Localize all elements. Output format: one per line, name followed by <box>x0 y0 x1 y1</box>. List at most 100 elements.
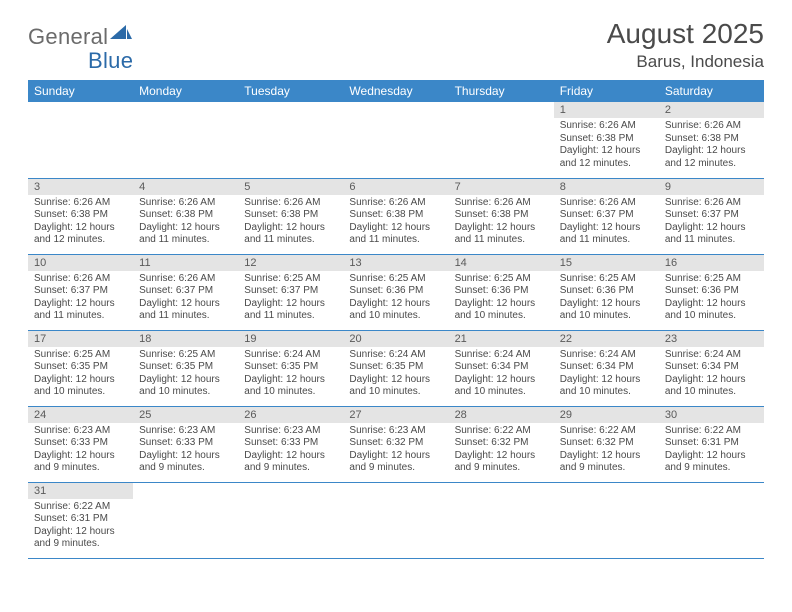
day-number: 1 <box>554 102 659 118</box>
weekday-header: Thursday <box>449 80 554 102</box>
calendar-cell: 11Sunrise: 6:26 AMSunset: 6:37 PMDayligh… <box>133 254 238 330</box>
calendar-cell: 5Sunrise: 6:26 AMSunset: 6:38 PMDaylight… <box>238 178 343 254</box>
weekday-header: Wednesday <box>343 80 448 102</box>
calendar-cell: 14Sunrise: 6:25 AMSunset: 6:36 PMDayligh… <box>449 254 554 330</box>
calendar-cell: 26Sunrise: 6:23 AMSunset: 6:33 PMDayligh… <box>238 406 343 482</box>
calendar-cell: 31Sunrise: 6:22 AMSunset: 6:31 PMDayligh… <box>28 482 133 558</box>
calendar-cell: 20Sunrise: 6:24 AMSunset: 6:35 PMDayligh… <box>343 330 448 406</box>
day-body: Sunrise: 6:26 AMSunset: 6:37 PMDaylight:… <box>28 271 133 327</box>
calendar-cell: 24Sunrise: 6:23 AMSunset: 6:33 PMDayligh… <box>28 406 133 482</box>
calendar-cell: 23Sunrise: 6:24 AMSunset: 6:34 PMDayligh… <box>659 330 764 406</box>
day-body: Sunrise: 6:22 AMSunset: 6:32 PMDaylight:… <box>449 423 554 479</box>
weekday-header: Saturday <box>659 80 764 102</box>
day-number: 28 <box>449 407 554 423</box>
day-body: Sunrise: 6:25 AMSunset: 6:35 PMDaylight:… <box>133 347 238 403</box>
day-number: 19 <box>238 331 343 347</box>
day-number: 26 <box>238 407 343 423</box>
day-body: Sunrise: 6:26 AMSunset: 6:37 PMDaylight:… <box>554 195 659 251</box>
day-number: 27 <box>343 407 448 423</box>
calendar-cell: 9Sunrise: 6:26 AMSunset: 6:37 PMDaylight… <box>659 178 764 254</box>
calendar-cell: 27Sunrise: 6:23 AMSunset: 6:32 PMDayligh… <box>343 406 448 482</box>
calendar-cell: 6Sunrise: 6:26 AMSunset: 6:38 PMDaylight… <box>343 178 448 254</box>
day-number: 20 <box>343 331 448 347</box>
day-number: 13 <box>343 255 448 271</box>
calendar-cell: 16Sunrise: 6:25 AMSunset: 6:36 PMDayligh… <box>659 254 764 330</box>
calendar-cell: 4Sunrise: 6:26 AMSunset: 6:38 PMDaylight… <box>133 178 238 254</box>
day-body: Sunrise: 6:25 AMSunset: 6:36 PMDaylight:… <box>554 271 659 327</box>
weekday-header: Tuesday <box>238 80 343 102</box>
day-body: Sunrise: 6:26 AMSunset: 6:38 PMDaylight:… <box>554 118 659 174</box>
calendar-cell: 2Sunrise: 6:26 AMSunset: 6:38 PMDaylight… <box>659 102 764 178</box>
calendar-cell-empty <box>133 102 238 178</box>
calendar-cell-empty <box>449 102 554 178</box>
day-number: 29 <box>554 407 659 423</box>
day-number: 10 <box>28 255 133 271</box>
day-body: Sunrise: 6:26 AMSunset: 6:38 PMDaylight:… <box>133 195 238 251</box>
logo: General <box>28 24 132 50</box>
day-body: Sunrise: 6:23 AMSunset: 6:32 PMDaylight:… <box>343 423 448 479</box>
calendar-cell-empty <box>659 482 764 558</box>
day-number: 6 <box>343 179 448 195</box>
day-number: 17 <box>28 331 133 347</box>
calendar-cell: 15Sunrise: 6:25 AMSunset: 6:36 PMDayligh… <box>554 254 659 330</box>
day-body: Sunrise: 6:24 AMSunset: 6:35 PMDaylight:… <box>238 347 343 403</box>
day-number: 24 <box>28 407 133 423</box>
day-body: Sunrise: 6:24 AMSunset: 6:34 PMDaylight:… <box>449 347 554 403</box>
day-body: Sunrise: 6:25 AMSunset: 6:36 PMDaylight:… <box>449 271 554 327</box>
day-number: 8 <box>554 179 659 195</box>
day-number: 15 <box>554 255 659 271</box>
day-body: Sunrise: 6:26 AMSunset: 6:38 PMDaylight:… <box>343 195 448 251</box>
calendar-cell: 25Sunrise: 6:23 AMSunset: 6:33 PMDayligh… <box>133 406 238 482</box>
day-body: Sunrise: 6:26 AMSunset: 6:38 PMDaylight:… <box>659 118 764 174</box>
day-body: Sunrise: 6:26 AMSunset: 6:38 PMDaylight:… <box>449 195 554 251</box>
day-number: 4 <box>133 179 238 195</box>
day-number: 16 <box>659 255 764 271</box>
month-title: August 2025 <box>607 18 764 50</box>
day-body: Sunrise: 6:24 AMSunset: 6:34 PMDaylight:… <box>659 347 764 403</box>
calendar-header-row: SundayMondayTuesdayWednesdayThursdayFrid… <box>28 80 764 102</box>
day-number: 31 <box>28 483 133 499</box>
calendar-cell: 29Sunrise: 6:22 AMSunset: 6:32 PMDayligh… <box>554 406 659 482</box>
day-number: 11 <box>133 255 238 271</box>
calendar-cell-empty <box>28 102 133 178</box>
calendar-cell-empty <box>343 482 448 558</box>
day-body: Sunrise: 6:22 AMSunset: 6:31 PMDaylight:… <box>659 423 764 479</box>
day-number: 23 <box>659 331 764 347</box>
day-body: Sunrise: 6:23 AMSunset: 6:33 PMDaylight:… <box>238 423 343 479</box>
calendar-cell: 8Sunrise: 6:26 AMSunset: 6:37 PMDaylight… <box>554 178 659 254</box>
calendar-cell-empty <box>238 102 343 178</box>
day-number: 12 <box>238 255 343 271</box>
weekday-header: Friday <box>554 80 659 102</box>
day-body: Sunrise: 6:25 AMSunset: 6:37 PMDaylight:… <box>238 271 343 327</box>
logo-sail-icon <box>110 25 132 43</box>
day-number: 22 <box>554 331 659 347</box>
logo-text-blue: Blue <box>88 48 133 73</box>
day-number: 5 <box>238 179 343 195</box>
day-body: Sunrise: 6:24 AMSunset: 6:35 PMDaylight:… <box>343 347 448 403</box>
day-body: Sunrise: 6:23 AMSunset: 6:33 PMDaylight:… <box>133 423 238 479</box>
day-body: Sunrise: 6:26 AMSunset: 6:38 PMDaylight:… <box>238 195 343 251</box>
day-number: 2 <box>659 102 764 118</box>
calendar-cell: 21Sunrise: 6:24 AMSunset: 6:34 PMDayligh… <box>449 330 554 406</box>
calendar-cell: 19Sunrise: 6:24 AMSunset: 6:35 PMDayligh… <box>238 330 343 406</box>
calendar-cell-empty <box>449 482 554 558</box>
calendar-cell: 28Sunrise: 6:22 AMSunset: 6:32 PMDayligh… <box>449 406 554 482</box>
calendar-cell-empty <box>238 482 343 558</box>
day-number: 25 <box>133 407 238 423</box>
calendar-cell: 30Sunrise: 6:22 AMSunset: 6:31 PMDayligh… <box>659 406 764 482</box>
location: Barus, Indonesia <box>607 52 764 72</box>
day-body: Sunrise: 6:26 AMSunset: 6:37 PMDaylight:… <box>659 195 764 251</box>
day-body: Sunrise: 6:22 AMSunset: 6:31 PMDaylight:… <box>28 499 133 555</box>
day-body: Sunrise: 6:26 AMSunset: 6:38 PMDaylight:… <box>28 195 133 251</box>
logo-text-general: General <box>28 24 108 50</box>
day-body: Sunrise: 6:26 AMSunset: 6:37 PMDaylight:… <box>133 271 238 327</box>
day-number: 9 <box>659 179 764 195</box>
day-body: Sunrise: 6:25 AMSunset: 6:36 PMDaylight:… <box>343 271 448 327</box>
calendar-table: SundayMondayTuesdayWednesdayThursdayFrid… <box>28 80 764 559</box>
weekday-header: Monday <box>133 80 238 102</box>
day-body: Sunrise: 6:25 AMSunset: 6:35 PMDaylight:… <box>28 347 133 403</box>
calendar-cell-empty <box>343 102 448 178</box>
calendar-cell: 1Sunrise: 6:26 AMSunset: 6:38 PMDaylight… <box>554 102 659 178</box>
calendar-cell: 3Sunrise: 6:26 AMSunset: 6:38 PMDaylight… <box>28 178 133 254</box>
day-body: Sunrise: 6:24 AMSunset: 6:34 PMDaylight:… <box>554 347 659 403</box>
